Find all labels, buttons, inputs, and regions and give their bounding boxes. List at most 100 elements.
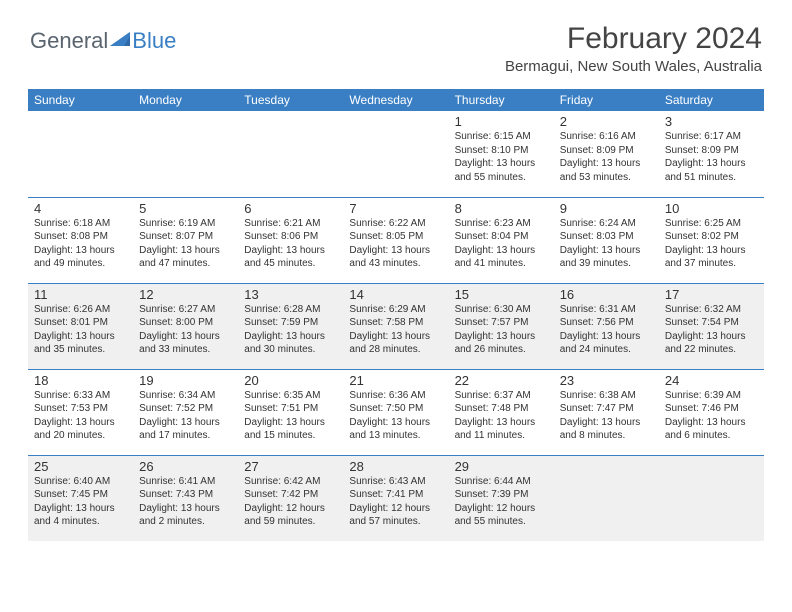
day-details: Sunrise: 6:43 AMSunset: 7:41 PMDaylight:… xyxy=(349,475,442,529)
empty-cell xyxy=(28,111,133,197)
day-details: Sunrise: 6:41 AMSunset: 7:43 PMDaylight:… xyxy=(139,475,232,529)
day-cell: 12Sunrise: 6:27 AMSunset: 8:00 PMDayligh… xyxy=(133,283,238,369)
brand-word-1: General xyxy=(30,28,108,54)
day-number: 28 xyxy=(349,459,442,474)
day-header: Monday xyxy=(133,89,238,111)
header: General Blue February 2024 Bermagui, New… xyxy=(0,0,792,79)
day-header: Sunday xyxy=(28,89,133,111)
day-details: Sunrise: 6:27 AMSunset: 8:00 PMDaylight:… xyxy=(139,303,232,357)
day-number: 4 xyxy=(34,201,127,216)
day-header-row: Sunday Monday Tuesday Wednesday Thursday… xyxy=(28,89,764,111)
day-details: Sunrise: 6:34 AMSunset: 7:52 PMDaylight:… xyxy=(139,389,232,443)
day-details: Sunrise: 6:25 AMSunset: 8:02 PMDaylight:… xyxy=(665,217,758,271)
empty-cell xyxy=(659,455,764,541)
day-details: Sunrise: 6:40 AMSunset: 7:45 PMDaylight:… xyxy=(34,475,127,529)
day-number: 9 xyxy=(560,201,653,216)
day-cell: 11Sunrise: 6:26 AMSunset: 8:01 PMDayligh… xyxy=(28,283,133,369)
day-details: Sunrise: 6:22 AMSunset: 8:05 PMDaylight:… xyxy=(349,217,442,271)
day-cell: 21Sunrise: 6:36 AMSunset: 7:50 PMDayligh… xyxy=(343,369,448,455)
day-details: Sunrise: 6:23 AMSunset: 8:04 PMDaylight:… xyxy=(455,217,548,271)
brand-word-2: Blue xyxy=(132,28,176,54)
week-row: 11Sunrise: 6:26 AMSunset: 8:01 PMDayligh… xyxy=(28,283,764,369)
day-details: Sunrise: 6:39 AMSunset: 7:46 PMDaylight:… xyxy=(665,389,758,443)
week-row: 4Sunrise: 6:18 AMSunset: 8:08 PMDaylight… xyxy=(28,197,764,283)
day-header: Wednesday xyxy=(343,89,448,111)
day-header: Tuesday xyxy=(238,89,343,111)
day-cell: 18Sunrise: 6:33 AMSunset: 7:53 PMDayligh… xyxy=(28,369,133,455)
day-details: Sunrise: 6:21 AMSunset: 8:06 PMDaylight:… xyxy=(244,217,337,271)
week-row: 1Sunrise: 6:15 AMSunset: 8:10 PMDaylight… xyxy=(28,111,764,197)
day-cell: 23Sunrise: 6:38 AMSunset: 7:47 PMDayligh… xyxy=(554,369,659,455)
day-details: Sunrise: 6:35 AMSunset: 7:51 PMDaylight:… xyxy=(244,389,337,443)
day-number: 12 xyxy=(139,287,232,302)
day-number: 25 xyxy=(34,459,127,474)
day-details: Sunrise: 6:37 AMSunset: 7:48 PMDaylight:… xyxy=(455,389,548,443)
day-details: Sunrise: 6:24 AMSunset: 8:03 PMDaylight:… xyxy=(560,217,653,271)
day-cell: 3Sunrise: 6:17 AMSunset: 8:09 PMDaylight… xyxy=(659,111,764,197)
week-row: 25Sunrise: 6:40 AMSunset: 7:45 PMDayligh… xyxy=(28,455,764,541)
day-header: Thursday xyxy=(449,89,554,111)
day-details: Sunrise: 6:19 AMSunset: 8:07 PMDaylight:… xyxy=(139,217,232,271)
day-details: Sunrise: 6:28 AMSunset: 7:59 PMDaylight:… xyxy=(244,303,337,357)
day-details: Sunrise: 6:29 AMSunset: 7:58 PMDaylight:… xyxy=(349,303,442,357)
location-text: Bermagui, New South Wales, Australia xyxy=(505,58,762,75)
day-number: 22 xyxy=(455,373,548,388)
day-number: 27 xyxy=(244,459,337,474)
empty-cell xyxy=(343,111,448,197)
day-header: Saturday xyxy=(659,89,764,111)
day-number: 16 xyxy=(560,287,653,302)
day-cell: 16Sunrise: 6:31 AMSunset: 7:56 PMDayligh… xyxy=(554,283,659,369)
day-details: Sunrise: 6:36 AMSunset: 7:50 PMDaylight:… xyxy=(349,389,442,443)
day-number: 5 xyxy=(139,201,232,216)
day-cell: 9Sunrise: 6:24 AMSunset: 8:03 PMDaylight… xyxy=(554,197,659,283)
day-number: 20 xyxy=(244,373,337,388)
day-cell: 28Sunrise: 6:43 AMSunset: 7:41 PMDayligh… xyxy=(343,455,448,541)
day-number: 10 xyxy=(665,201,758,216)
day-number: 7 xyxy=(349,201,442,216)
day-cell: 7Sunrise: 6:22 AMSunset: 8:05 PMDaylight… xyxy=(343,197,448,283)
day-cell: 22Sunrise: 6:37 AMSunset: 7:48 PMDayligh… xyxy=(449,369,554,455)
day-details: Sunrise: 6:26 AMSunset: 8:01 PMDaylight:… xyxy=(34,303,127,357)
day-details: Sunrise: 6:33 AMSunset: 7:53 PMDaylight:… xyxy=(34,389,127,443)
day-cell: 14Sunrise: 6:29 AMSunset: 7:58 PMDayligh… xyxy=(343,283,448,369)
day-cell: 24Sunrise: 6:39 AMSunset: 7:46 PMDayligh… xyxy=(659,369,764,455)
day-cell: 13Sunrise: 6:28 AMSunset: 7:59 PMDayligh… xyxy=(238,283,343,369)
day-cell: 20Sunrise: 6:35 AMSunset: 7:51 PMDayligh… xyxy=(238,369,343,455)
day-number: 3 xyxy=(665,114,758,129)
day-cell: 5Sunrise: 6:19 AMSunset: 8:07 PMDaylight… xyxy=(133,197,238,283)
day-cell: 29Sunrise: 6:44 AMSunset: 7:39 PMDayligh… xyxy=(449,455,554,541)
calendar-table: Sunday Monday Tuesday Wednesday Thursday… xyxy=(28,89,764,541)
day-number: 15 xyxy=(455,287,548,302)
day-number: 19 xyxy=(139,373,232,388)
day-cell: 15Sunrise: 6:30 AMSunset: 7:57 PMDayligh… xyxy=(449,283,554,369)
day-details: Sunrise: 6:15 AMSunset: 8:10 PMDaylight:… xyxy=(455,130,548,184)
day-header: Friday xyxy=(554,89,659,111)
day-details: Sunrise: 6:44 AMSunset: 7:39 PMDaylight:… xyxy=(455,475,548,529)
day-details: Sunrise: 6:32 AMSunset: 7:54 PMDaylight:… xyxy=(665,303,758,357)
empty-cell xyxy=(133,111,238,197)
day-details: Sunrise: 6:18 AMSunset: 8:08 PMDaylight:… xyxy=(34,217,127,271)
empty-cell xyxy=(238,111,343,197)
empty-cell xyxy=(554,455,659,541)
day-number: 11 xyxy=(34,287,127,302)
day-cell: 1Sunrise: 6:15 AMSunset: 8:10 PMDaylight… xyxy=(449,111,554,197)
day-details: Sunrise: 6:16 AMSunset: 8:09 PMDaylight:… xyxy=(560,130,653,184)
day-number: 8 xyxy=(455,201,548,216)
day-number: 6 xyxy=(244,201,337,216)
day-cell: 26Sunrise: 6:41 AMSunset: 7:43 PMDayligh… xyxy=(133,455,238,541)
day-number: 24 xyxy=(665,373,758,388)
day-cell: 4Sunrise: 6:18 AMSunset: 8:08 PMDaylight… xyxy=(28,197,133,283)
day-number: 26 xyxy=(139,459,232,474)
day-cell: 10Sunrise: 6:25 AMSunset: 8:02 PMDayligh… xyxy=(659,197,764,283)
day-number: 17 xyxy=(665,287,758,302)
day-number: 14 xyxy=(349,287,442,302)
day-cell: 19Sunrise: 6:34 AMSunset: 7:52 PMDayligh… xyxy=(133,369,238,455)
day-number: 18 xyxy=(34,373,127,388)
day-cell: 27Sunrise: 6:42 AMSunset: 7:42 PMDayligh… xyxy=(238,455,343,541)
day-cell: 8Sunrise: 6:23 AMSunset: 8:04 PMDaylight… xyxy=(449,197,554,283)
day-number: 13 xyxy=(244,287,337,302)
logo-triangle-icon xyxy=(110,30,132,53)
day-details: Sunrise: 6:38 AMSunset: 7:47 PMDaylight:… xyxy=(560,389,653,443)
week-row: 18Sunrise: 6:33 AMSunset: 7:53 PMDayligh… xyxy=(28,369,764,455)
day-cell: 6Sunrise: 6:21 AMSunset: 8:06 PMDaylight… xyxy=(238,197,343,283)
